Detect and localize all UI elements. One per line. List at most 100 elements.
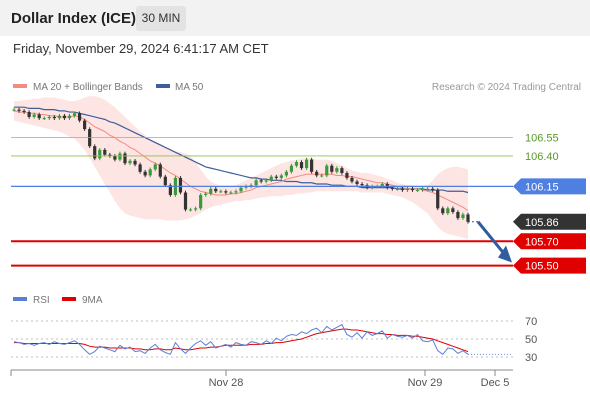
candle-body (163, 176, 167, 186)
candle-body (133, 160, 137, 165)
candle-body (199, 194, 203, 209)
candle-body (289, 165, 294, 172)
level-label: 106.55 (525, 133, 559, 145)
candle-body (98, 149, 102, 159)
timeframe-badge[interactable]: 30 MIN (136, 6, 186, 31)
candle-body (330, 165, 334, 172)
candle-body (355, 181, 359, 184)
candle-body (390, 187, 394, 189)
candle-body (178, 177, 183, 193)
candle-body (17, 109, 21, 111)
main-plot (12, 96, 470, 239)
candle-body (153, 164, 157, 170)
candle-body (461, 214, 465, 219)
x-tick-label: Nov 28 (209, 377, 244, 389)
candle-body (188, 209, 193, 211)
candle-body (310, 159, 314, 172)
rsi-level-label: 30 (525, 352, 537, 364)
bollinger-band (14, 96, 468, 239)
level-tag (513, 233, 586, 250)
level-label: 105.70 (525, 236, 559, 248)
candle-body (441, 208, 445, 214)
candle-body (93, 146, 97, 159)
candle-body (239, 187, 243, 192)
candle-body (138, 164, 142, 172)
candle-body (57, 115, 61, 119)
level-label: 105.50 (525, 261, 559, 273)
candle-body (284, 171, 288, 176)
candle-body (83, 120, 87, 130)
rsi-level-label: 50 (525, 334, 537, 346)
candle-body (259, 180, 263, 182)
last-price-tag (513, 213, 586, 230)
ma20-legend-swatch (13, 84, 27, 88)
candle-body (299, 162, 304, 169)
level-label: 105.86 (525, 217, 559, 229)
candle-body (274, 176, 278, 178)
candle-body (37, 114, 41, 119)
candle-body (77, 113, 82, 121)
candle-body (148, 169, 152, 176)
level-label: 106.40 (525, 151, 559, 163)
header-bar: Dollar Index (ICE) 30 MIN (0, 0, 590, 36)
candle-body (67, 115, 72, 119)
ma50-legend-label: MA 50 (175, 82, 204, 93)
candle-body (431, 188, 435, 191)
candle-body (22, 110, 26, 113)
candle-body (108, 154, 112, 156)
candle-body (421, 188, 425, 191)
candle-body (143, 171, 147, 176)
ma9-legend-label: 9MA (82, 295, 103, 306)
candle-body (304, 159, 309, 169)
candle-body (27, 112, 31, 117)
ma20-legend-label: MA 20 + Bollinger Bands (33, 82, 143, 93)
candle-body (32, 114, 36, 117)
candle-body (410, 188, 415, 191)
candle-body (234, 191, 238, 193)
forecast-arrow-shaft (476, 220, 506, 255)
candle-body (294, 162, 299, 166)
level-tag (513, 257, 586, 274)
candle-body (400, 188, 405, 191)
candle-body (224, 191, 228, 193)
candle-body (426, 188, 430, 190)
candle-body (415, 190, 420, 192)
candle-body (72, 113, 77, 116)
candle-body (128, 160, 132, 164)
candle-body (183, 192, 188, 210)
candle-body (118, 153, 122, 160)
instrument-title: Dollar Index (ICE) (11, 10, 137, 27)
rsi-panel: 70 50 30 (11, 316, 537, 364)
x-tick-label: Dec 5 (481, 377, 510, 389)
candle-body (194, 208, 198, 210)
candle-body (113, 155, 117, 160)
candle-body (340, 168, 344, 173)
candle-body (456, 212, 460, 219)
forecast-arrowhead (498, 245, 512, 263)
candle-body (405, 188, 410, 191)
candle-body (360, 183, 364, 186)
level-label: 106.15 (525, 181, 559, 193)
rsi-line (13, 323, 469, 355)
candle-body (52, 116, 56, 119)
candle-body (12, 109, 16, 111)
candle-body (204, 193, 208, 195)
candle-body (345, 173, 349, 178)
candle-body (269, 176, 273, 181)
price-levels: 106.55 106.40 106.15 105.86 105.70 105.50 (11, 133, 586, 274)
candle-body (436, 190, 440, 209)
candle-body (279, 175, 283, 178)
rsi-level-label: 70 (525, 316, 537, 328)
candle-body (158, 164, 162, 177)
candle-body (446, 208, 450, 214)
candle-body (320, 175, 324, 177)
credit-text: Research © 2024 Trading Central (432, 82, 581, 93)
candle-body (214, 188, 218, 192)
timestamp: Friday, November 29, 2024 6:41:17 AM CET (13, 41, 269, 56)
candle-body (47, 116, 51, 119)
rsi-legend-swatch (13, 297, 27, 301)
candle-body (254, 180, 258, 186)
candle-body (466, 214, 470, 222)
candle-body (395, 188, 399, 190)
